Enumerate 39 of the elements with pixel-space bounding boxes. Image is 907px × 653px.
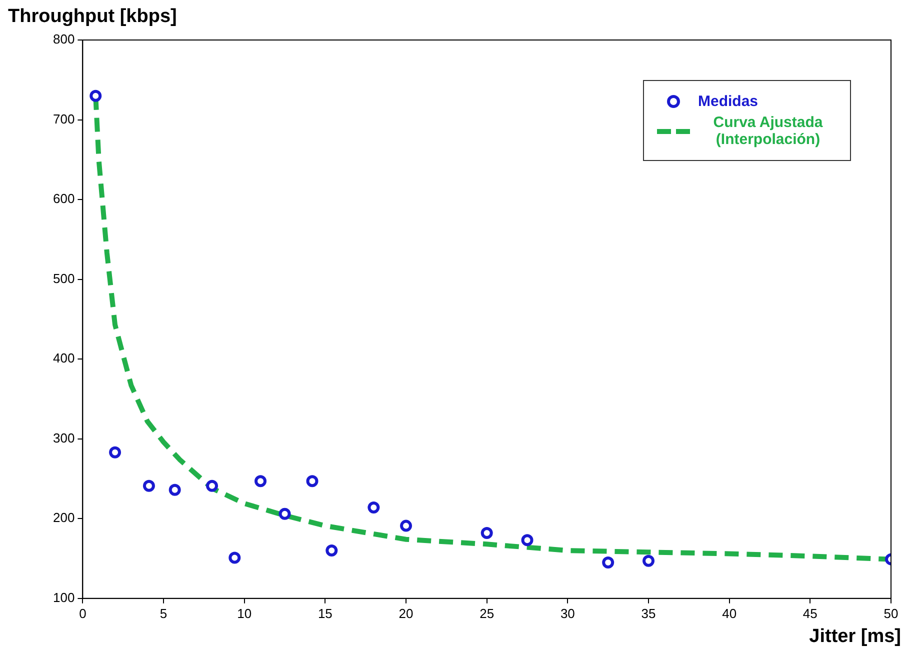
y-tick-label: 600 — [52, 191, 75, 206]
y-tick-label: 400 — [52, 350, 75, 366]
x-tick-label: 15 — [318, 606, 332, 621]
point — [168, 484, 181, 496]
x-tick-label: 40 — [722, 606, 737, 621]
x-tick-label: 10 — [237, 606, 252, 621]
point — [602, 556, 614, 569]
x-tick-label: 0 — [79, 606, 86, 621]
point — [90, 90, 102, 102]
y-tick-label: 800 — [52, 32, 75, 47]
x-axis-title: Jitter [ms] — [809, 626, 901, 648]
y-axis-title: Throughput [kbps] — [8, 6, 177, 28]
point — [480, 526, 493, 539]
point — [521, 534, 534, 546]
point — [400, 520, 412, 532]
x-tick-label: 30 — [560, 606, 575, 621]
point — [228, 552, 241, 564]
x-tick-label: 20 — [398, 606, 414, 621]
y-tick-label: 300 — [52, 430, 75, 446]
point — [326, 544, 338, 557]
point — [368, 501, 380, 514]
x-tick-label: 35 — [641, 606, 656, 621]
y-tick-label: 100 — [52, 590, 75, 605]
point — [642, 554, 655, 567]
x-tick-label: 45 — [802, 606, 818, 621]
point — [254, 475, 267, 488]
point — [278, 508, 291, 520]
legend-label: Medidas — [698, 93, 758, 110]
point — [306, 475, 318, 488]
point — [206, 480, 218, 492]
y-tick-label: 700 — [52, 111, 75, 126]
y-tick-label: 500 — [52, 270, 75, 286]
x-tick-label: 25 — [480, 606, 494, 621]
legend-label: Curva Ajustada (Interpolación) — [712, 114, 824, 148]
point — [142, 480, 155, 492]
y-tick-label: 200 — [52, 510, 75, 526]
x-tick-label: 50 — [884, 606, 898, 621]
x-tick-label: 5 — [160, 606, 168, 621]
point — [109, 446, 122, 458]
